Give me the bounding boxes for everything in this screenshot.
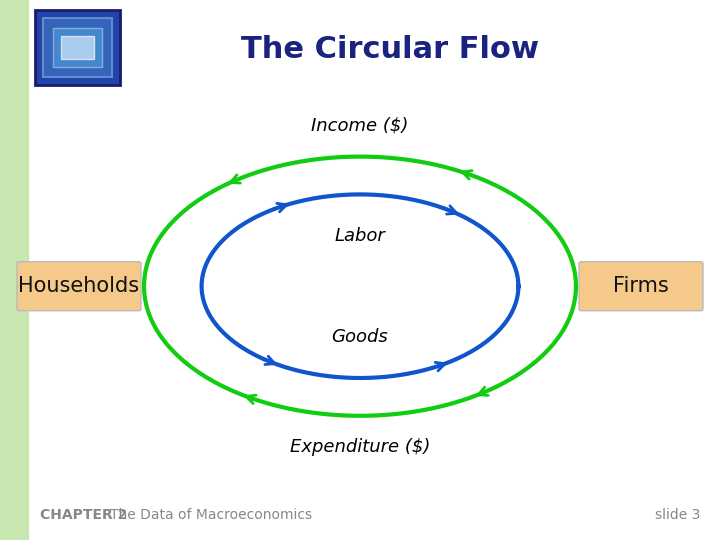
- Bar: [61, 36, 94, 59]
- FancyBboxPatch shape: [579, 262, 703, 310]
- Text: CHAPTER 2: CHAPTER 2: [40, 508, 127, 522]
- Bar: [35, 10, 120, 85]
- Text: Income ($): Income ($): [311, 117, 409, 134]
- Text: Firms: Firms: [613, 276, 669, 296]
- Bar: [53, 28, 102, 67]
- Text: slide 3: slide 3: [654, 508, 700, 522]
- Text: Expenditure ($): Expenditure ($): [290, 438, 430, 456]
- Text: The Data of Macroeconomics: The Data of Macroeconomics: [110, 508, 312, 522]
- Text: Households: Households: [19, 276, 140, 296]
- Bar: [0, 0, 28, 540]
- Text: Goods: Goods: [332, 328, 388, 346]
- Text: The Circular Flow: The Circular Flow: [241, 35, 539, 64]
- Bar: [43, 18, 112, 77]
- Text: Labor: Labor: [335, 227, 385, 245]
- FancyBboxPatch shape: [17, 262, 141, 310]
